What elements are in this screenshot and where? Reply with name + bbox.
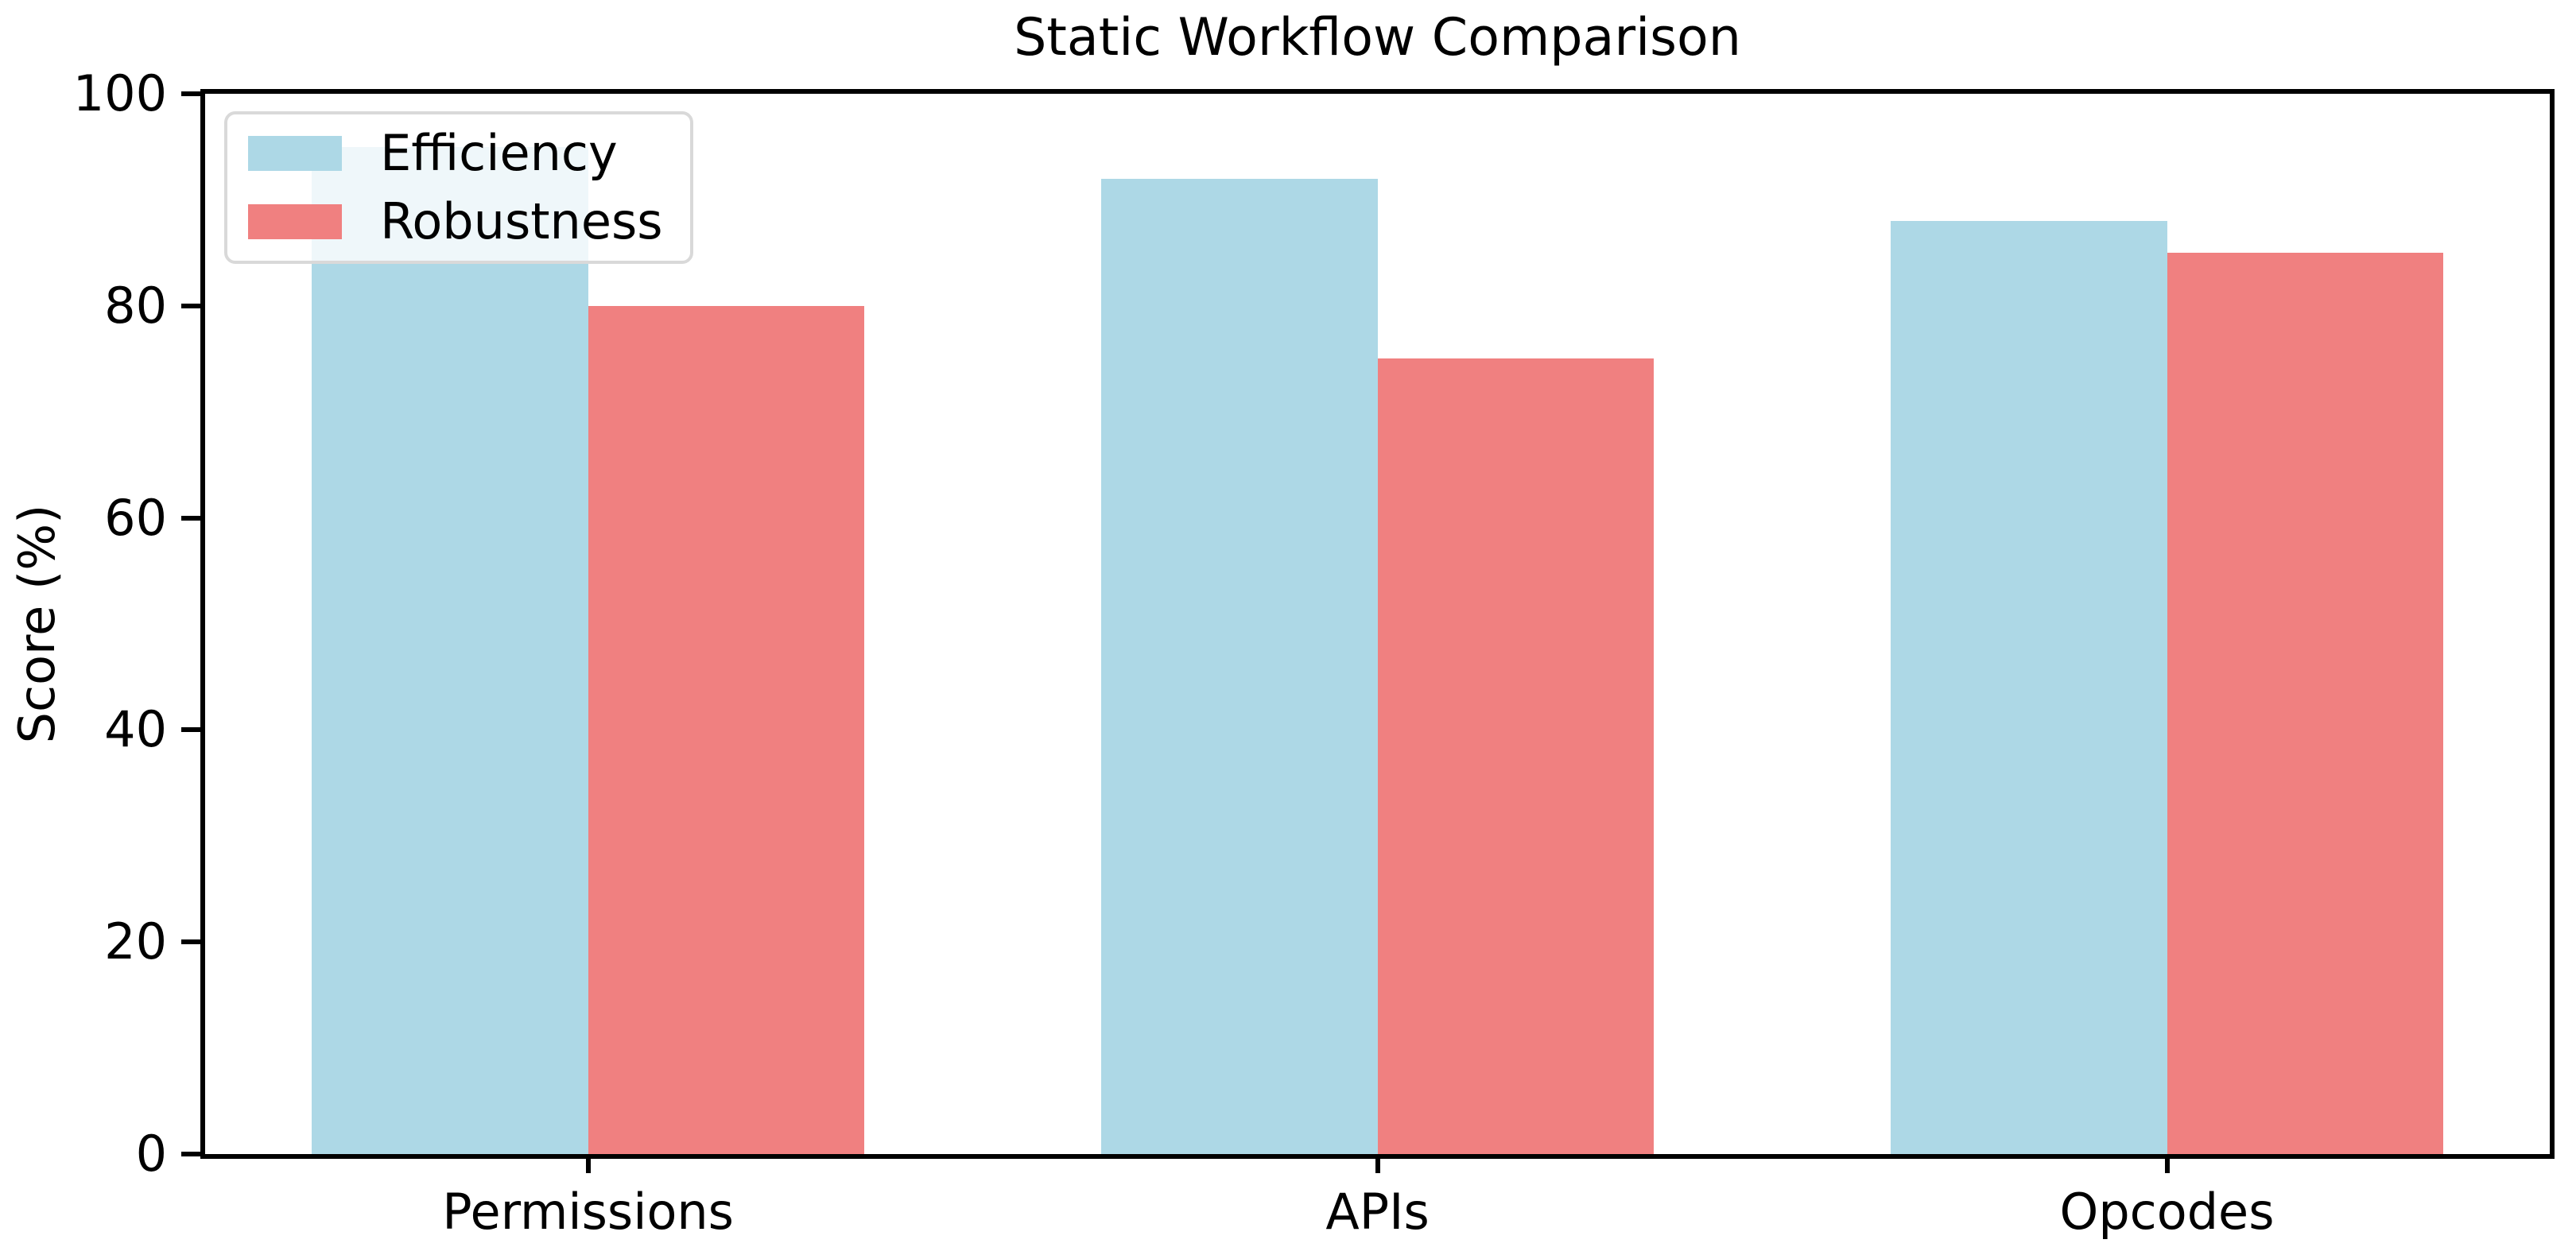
bar-efficiency-apis bbox=[1101, 178, 1378, 1154]
x-tick-mark bbox=[585, 1148, 591, 1173]
bar-robustness-apis bbox=[1377, 358, 1655, 1154]
legend-label: Efficiency bbox=[380, 123, 618, 182]
y-tick-label: 0 bbox=[135, 1124, 168, 1183]
y-tick-label: 60 bbox=[104, 488, 168, 547]
x-tick-mark bbox=[2164, 1148, 2170, 1173]
y-tick-mark bbox=[181, 727, 206, 733]
legend-swatch-robustness bbox=[248, 203, 343, 239]
legend-item-efficiency: Efficiency bbox=[248, 123, 663, 182]
x-tick-label-opcodes: Opcodes bbox=[2059, 1182, 2275, 1241]
y-tick-mark bbox=[181, 303, 206, 308]
y-tick-mark bbox=[181, 939, 206, 945]
y-tick-mark bbox=[181, 1151, 206, 1156]
bar-robustness-permissions bbox=[588, 305, 865, 1154]
bars-layer bbox=[205, 94, 2550, 1154]
y-tick-label: 80 bbox=[104, 276, 168, 335]
y-axis-label: Score (%) bbox=[8, 504, 66, 744]
y-tick-label: 40 bbox=[104, 700, 168, 759]
y-tick-label: 100 bbox=[72, 64, 168, 122]
x-tick-label-apis: APIs bbox=[1325, 1182, 1430, 1241]
chart-title: Static Workflow Comparison bbox=[1014, 8, 1741, 68]
x-tick-mark bbox=[1375, 1148, 1380, 1173]
plot-area: 0 20 40 60 80 100 Permissions APIs Opcodes Effi… bbox=[73, 68, 2555, 1236]
x-tick-label-permissions: Permissions bbox=[442, 1182, 734, 1241]
bar-efficiency-opcodes bbox=[1890, 221, 2167, 1154]
legend: Efficiency Robustness bbox=[224, 110, 693, 264]
y-tick-mark bbox=[181, 515, 206, 521]
legend-item-robustness: Robustness bbox=[248, 192, 663, 250]
y-tick-label: 20 bbox=[104, 912, 168, 971]
bar-efficiency-permissions bbox=[312, 146, 588, 1154]
legend-label: Robustness bbox=[380, 192, 663, 250]
legend-swatch-efficiency bbox=[248, 135, 343, 171]
y-tick-mark bbox=[181, 91, 206, 96]
bar-robustness-opcodes bbox=[2167, 253, 2444, 1154]
